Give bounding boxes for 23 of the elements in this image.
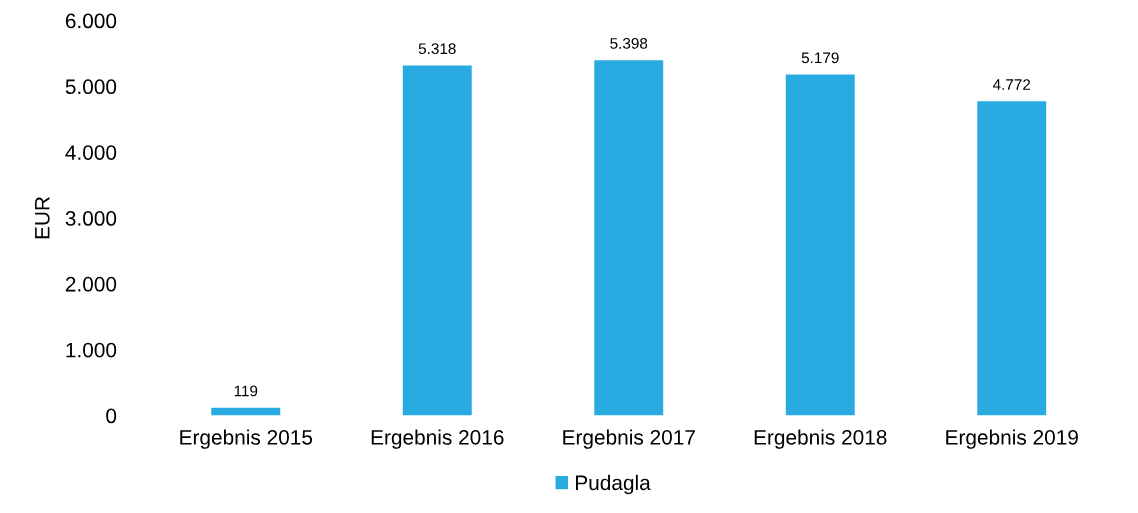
bar — [977, 101, 1047, 416]
y-axis-title: EUR — [35, 197, 50, 239]
data-label: 119 — [234, 385, 258, 397]
y-tick-label: 0 — [106, 408, 117, 424]
data-label: 5.179 — [801, 52, 839, 64]
data-label: 5.318 — [418, 43, 456, 55]
data-label: 5.398 — [610, 37, 648, 49]
y-tick-label: 1.000 — [66, 342, 117, 358]
y-tick-label: 5.000 — [65, 79, 117, 95]
bar — [785, 74, 855, 416]
bar — [594, 60, 664, 416]
x-tick-label: Ergebnis 2017 — [563, 429, 695, 449]
x-tick-label: Ergebnis 2016 — [371, 429, 504, 449]
bar — [402, 65, 472, 416]
x-tick-label: Ergebnis 2015 — [180, 429, 313, 449]
y-tick-label: 3.000 — [65, 211, 117, 226]
y-tick-label: 4.000 — [65, 145, 117, 160]
x-tick-label: Ergebnis 2019 — [946, 429, 1078, 449]
y-tick-label: 2.000 — [65, 276, 117, 292]
y-tick-label: 6.000 — [65, 13, 117, 29]
legend-label: Pudagla — [576, 474, 651, 495]
x-tick-label: Ergebnis 2018 — [754, 429, 887, 449]
data-label: 4.772 — [992, 79, 1031, 90]
